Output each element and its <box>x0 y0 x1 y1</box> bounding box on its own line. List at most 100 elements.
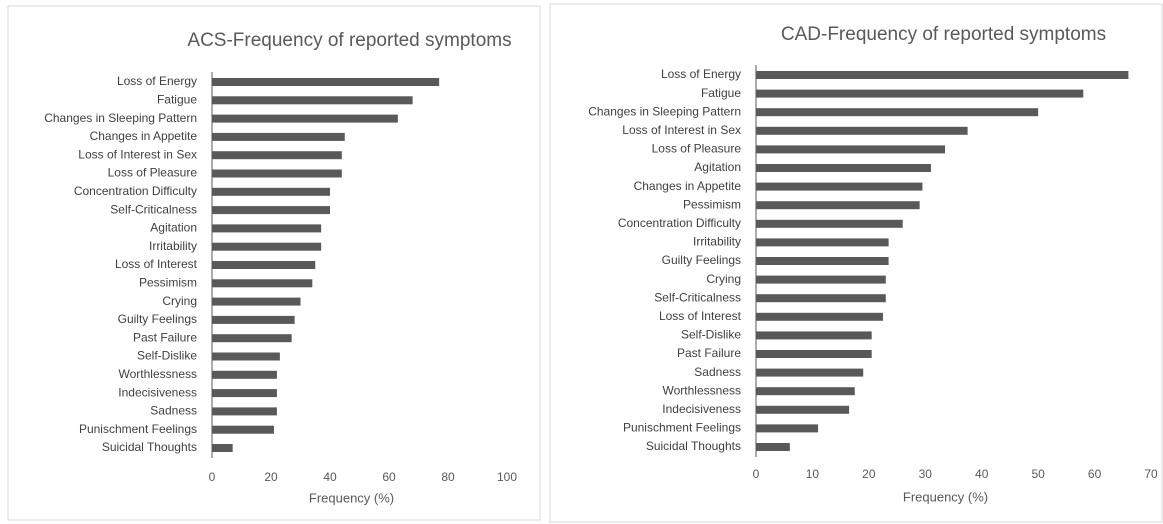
y-tick-label: Loss of Interest in Sex <box>78 147 197 161</box>
y-tick-label: Self-Criticalness <box>110 202 197 216</box>
x-tick-label: 80 <box>441 470 455 484</box>
y-tick-label: Loss of Pleasure <box>652 142 742 156</box>
bar <box>756 350 872 358</box>
y-tick-label: Pessimism <box>139 275 197 289</box>
chart-title: ACS-Frequency of reported symptoms <box>187 30 511 51</box>
y-tick-label: Loss of Interest <box>115 257 198 271</box>
y-tick-label: Fatigue <box>701 86 741 100</box>
y-tick-label: Guilty Feelings <box>118 312 197 326</box>
bar <box>756 294 886 303</box>
y-tick-label: Self-Criticalness <box>654 290 741 304</box>
bar <box>756 312 883 321</box>
bar <box>756 108 1039 117</box>
bar <box>756 126 968 135</box>
chart-title: CAD-Frequency of reported symptoms <box>781 24 1106 45</box>
bar <box>756 424 819 433</box>
x-tick-label: 40 <box>323 470 337 484</box>
y-tick-label: Loss of Energy <box>117 74 197 88</box>
y-tick-label: Guilty Feelings <box>662 253 741 267</box>
bar <box>212 78 440 86</box>
y-tick-label: Concentration Difficulty <box>618 216 741 230</box>
y-tick-label: Suicidal Thoughts <box>102 440 197 454</box>
y-tick-label: Agitation <box>694 160 741 174</box>
bar <box>212 315 295 324</box>
bar <box>756 405 850 414</box>
bar <box>756 275 886 284</box>
y-tick-label: Punischment Feelings <box>623 421 741 435</box>
y-tick-label: Loss of Interest in Sex <box>622 123 741 137</box>
y-tick-label: Past Failure <box>677 346 741 360</box>
bar <box>212 279 313 288</box>
panel-border <box>549 3 1163 523</box>
y-tick-label: Worthlessness <box>663 383 741 397</box>
x-tick-label: 20 <box>862 467 876 481</box>
bar <box>756 201 920 210</box>
bar <box>212 151 342 160</box>
x-tick-label: 0 <box>753 467 760 481</box>
y-tick-label: Indecisiveness <box>118 385 197 399</box>
y-tick-label: Loss of Interest <box>659 309 742 323</box>
y-tick-label: Changes in Sleeping Pattern <box>588 104 741 118</box>
bar <box>756 368 864 377</box>
y-tick-label: Pessimism <box>683 197 741 211</box>
y-tick-label: Sadness <box>694 365 741 379</box>
y-tick-label: Changes in Sleeping Pattern <box>44 111 197 125</box>
x-tick-label: 30 <box>919 467 933 481</box>
bar <box>212 370 277 379</box>
x-tick-label: 60 <box>382 470 396 484</box>
bar <box>212 206 330 215</box>
bar <box>212 224 322 233</box>
bar <box>212 352 280 361</box>
y-tick-label: Loss of Pleasure <box>108 166 198 180</box>
y-tick-label: Sadness <box>150 404 197 418</box>
y-tick-label: Irritability <box>693 235 741 249</box>
bar <box>212 132 345 141</box>
bar <box>756 164 931 172</box>
x-tick-label: 20 <box>264 470 278 484</box>
x-tick-label: 70 <box>1144 467 1158 481</box>
y-tick-label: Loss of Energy <box>661 67 741 81</box>
x-tick-label: 100 <box>497 470 517 484</box>
bar <box>756 331 872 340</box>
bar <box>212 96 413 105</box>
bar <box>756 387 855 396</box>
y-tick-label: Irritability <box>149 239 197 253</box>
x-tick-label: 40 <box>975 467 989 481</box>
x-tick-label: 50 <box>1031 467 1045 481</box>
y-tick-label: Crying <box>162 294 197 308</box>
bar <box>756 219 903 228</box>
bar <box>756 71 1129 79</box>
bar <box>212 407 277 416</box>
y-tick-label: Crying <box>706 272 741 286</box>
bar <box>212 261 316 269</box>
y-tick-label: Self-Dislike <box>137 349 197 363</box>
y-tick-label: Changes in Appetite <box>634 179 742 193</box>
bar <box>756 238 889 247</box>
y-tick-label: Punischment Feelings <box>79 422 197 436</box>
y-tick-label: Fatigue <box>157 92 197 106</box>
bar <box>756 182 923 191</box>
bar <box>756 443 790 451</box>
x-axis-title: Frequency (%) <box>309 490 394 505</box>
bar <box>756 145 946 154</box>
bar <box>212 297 301 306</box>
x-tick-label: 0 <box>209 470 216 484</box>
panel-border <box>7 5 541 521</box>
bar <box>212 334 292 343</box>
y-tick-label: Self-Dislike <box>681 328 741 342</box>
bar <box>212 425 274 434</box>
bar <box>756 257 889 265</box>
x-tick-label: 60 <box>1088 467 1102 481</box>
x-axis-title: Frequency (%) <box>903 489 988 504</box>
bar <box>212 444 233 452</box>
y-tick-label: Suicidal Thoughts <box>646 439 741 453</box>
y-tick-label: Indecisiveness <box>662 402 741 416</box>
bar <box>756 89 1084 98</box>
bar <box>212 187 330 196</box>
y-tick-label: Worthlessness <box>119 367 197 381</box>
y-tick-label: Changes in Appetite <box>90 129 198 143</box>
y-tick-label: Past Failure <box>133 330 197 344</box>
y-tick-label: Concentration Difficulty <box>74 184 197 198</box>
bar <box>212 389 277 398</box>
